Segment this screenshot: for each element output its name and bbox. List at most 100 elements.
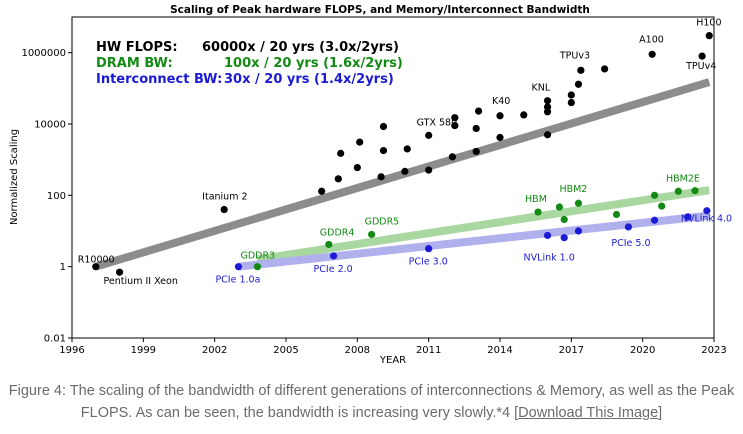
point-hw-flops [356,138,364,146]
label-gddr4: GDDR4 [320,227,355,238]
point-hw-flops [567,91,575,99]
point-interconnect-bw [329,252,338,260]
point-hw-flops [377,173,385,181]
download-image-link[interactable]: Download This Image [518,405,659,421]
trend-line-dram-bw [256,186,710,264]
point-hw-flops [379,146,388,155]
plot-frame [71,16,715,339]
label-pcie-3-0: PCIe 3.0 [409,257,448,268]
point-hw-flops [401,167,409,175]
scaling-chart: Scaling of Peak hardware FLOPS, and Memo… [9,4,733,366]
label-pcie-1-0a: PCIe 1.0a [215,275,260,286]
legend-name-dram-bw: DRAM BW: [96,56,173,71]
data-points [92,32,713,276]
point-interconnect-bw [684,213,692,221]
legend-text-dram-bw: 100x / 20 yrs (1.6x/2yrs) [224,56,403,71]
x-tick-label: 2017 [559,345,584,356]
point-hw-flops [475,107,483,115]
point-hw-flops [698,52,706,60]
point-interconnect-bw [560,234,568,242]
label-gtx-580: GTX 580 [417,117,458,128]
label-tpuv3: TPUv3 [559,50,590,61]
x-tick-label: 2002 [202,345,227,356]
x-axis-label: YEAR [379,355,406,366]
point-hw-flops [648,50,656,58]
point-dram-bw [368,230,376,239]
legend: HW FLOPS: 60000x / 20 yrs (3.0x/2yrs) DR… [96,40,403,87]
point-dram-bw [534,208,542,216]
point-hw-flops [577,66,585,74]
point-dram-bw [560,215,568,224]
point-hw-flops [543,97,552,105]
y-axis-ticks: 0.01 1 100 10000 1000000 [21,48,72,345]
label-knl: KNL [532,83,551,94]
point-dram-bw [691,187,699,195]
point-interconnect-bw [574,227,583,235]
label-pcie-5-0: PCIe 5.0 [611,238,650,249]
point-hw-flops [451,122,459,130]
point-hw-flops [334,175,342,183]
point-hw-flops [451,114,459,122]
caption-text: Figure 4: The scaling of the bandwidth o… [8,383,735,421]
trend-line-interconnect-bw [238,211,710,271]
point-hw-flops [220,205,228,214]
label-tpuv4: TPUv4 [685,61,716,72]
trend-lines [94,78,711,271]
label-gddr5: GDDR5 [365,216,400,227]
point-hw-flops [115,268,124,276]
label-itanium-2: Itanium 2 [202,192,247,203]
legend-name-interconnect-bw: Interconnect BW: [96,72,222,87]
label-a100: A100 [639,34,664,45]
label-hbm2e: HBM2E [666,174,700,185]
point-hw-flops [520,111,528,119]
point-dram-bw [253,263,262,271]
y-tick-label: 100 [47,191,66,202]
x-axis-ticks: 1996 1999 2002 2005 2008 2011 2014 2017 2020 2023 [59,338,727,356]
point-hw-flops [543,103,552,111]
point-dram-bw [658,202,666,210]
y-tick-label: 0.01 [44,334,66,345]
point-hw-flops [92,263,100,271]
legend-text-interconnect-bw: 30x / 20 yrs (1.4x/2yrs) [224,72,394,87]
point-hw-flops [705,32,713,40]
point-interconnect-bw [425,245,433,253]
point-hw-flops [425,166,433,174]
label-gddr3: GDDR3 [240,251,275,262]
label-hbm2: HBM2 [559,184,587,195]
point-hw-flops [601,65,609,73]
label-r10000: R10000 [78,255,115,266]
point-hw-flops [318,187,326,195]
caption-close: ] [658,405,663,421]
label-nvlink-4-0: NVLink 4.0 [681,214,732,225]
legend-text-hw-flops: 60000x / 20 yrs (3.0x/2yrs) [202,40,399,55]
point-dram-bw [555,203,564,211]
point-dram-bw [612,210,621,219]
point-hw-flops [353,163,361,172]
x-tick-label: 2023 [701,345,726,356]
point-hw-flops [448,153,457,161]
label-pcie-2-0: PCIe 2.0 [314,264,353,275]
y-tick-label: 1000000 [21,48,66,59]
point-interconnect-bw [543,231,552,240]
point-hw-flops [337,149,345,157]
x-tick-label: 1996 [59,345,84,356]
point-dram-bw [574,199,583,207]
chart-title: Scaling of Peak hardware FLOPS, and Memo… [170,4,590,16]
x-tick-label: 2008 [345,345,370,356]
point-interconnect-bw [703,207,711,215]
point-interconnect-bw [234,263,243,271]
point-hw-flops [496,133,504,142]
point-dram-bw [650,191,659,199]
y-tick-label: 1 [60,262,66,273]
point-hw-flops [567,98,575,107]
point-interconnect-bw [624,223,633,231]
point-hw-flops [543,131,552,139]
y-tick-label: 10000 [34,120,66,131]
x-tick-label: 1999 [131,345,156,356]
point-labels: R10000 Pentium II Xeon Itanium 2 GTX 580 K40… [78,18,732,288]
point-hw-flops [379,122,388,131]
x-tick-label: 2020 [630,345,655,356]
point-dram-bw [325,240,333,249]
x-tick-label: 2005 [273,345,298,356]
point-hw-flops [472,147,480,156]
